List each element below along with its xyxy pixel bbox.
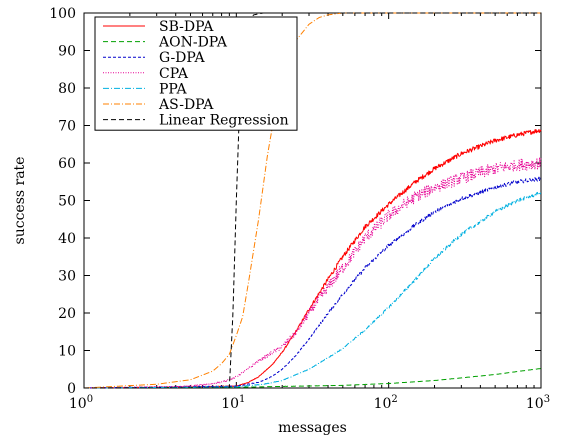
legend-label: PPA bbox=[159, 81, 188, 97]
legend-label: Linear Regression bbox=[159, 113, 289, 129]
x-tick-base: 10 bbox=[221, 396, 239, 412]
series-line-ppa bbox=[84, 191, 542, 389]
x-tick-label: 102 bbox=[374, 394, 398, 412]
y-tick-label: 80 bbox=[58, 81, 76, 97]
series-line-cpa bbox=[83, 156, 542, 389]
y-tick-label: 90 bbox=[58, 44, 76, 60]
y-tick-label: 10 bbox=[58, 344, 76, 360]
legend-label: CPA bbox=[159, 66, 189, 82]
legend-label: SB-DPA bbox=[159, 19, 214, 35]
legend-label: AON-DPA bbox=[158, 35, 228, 51]
y-tick-label: 60 bbox=[58, 156, 76, 172]
x-tick-base: 10 bbox=[526, 396, 544, 412]
legend-label: G-DPA bbox=[159, 50, 206, 66]
x-tick-label: 101 bbox=[221, 394, 245, 412]
y-tick-label: 50 bbox=[58, 194, 76, 210]
series-line-sb-dpa bbox=[83, 128, 542, 389]
x-tick-exponent: 3 bbox=[544, 394, 550, 405]
y-axis-label: success rate bbox=[12, 157, 28, 245]
y-tick-label: 70 bbox=[58, 119, 76, 135]
x-axis-label: messages bbox=[278, 420, 347, 436]
legend-label: AS-DPA bbox=[158, 97, 214, 113]
series-line-linear-regression bbox=[84, 12, 541, 389]
x-tick-exponent: 0 bbox=[87, 394, 93, 405]
series-line-aon-dpa bbox=[84, 367, 542, 389]
y-tick-label: 20 bbox=[58, 306, 76, 322]
legend-frame bbox=[94, 16, 298, 131]
y-tick-label: 30 bbox=[58, 269, 76, 285]
x-tick-label: 100 bbox=[69, 394, 93, 412]
x-tick-base: 10 bbox=[374, 396, 392, 412]
x-tick-exponent: 2 bbox=[391, 394, 397, 405]
y-tick-label: 40 bbox=[58, 231, 76, 247]
series-lines bbox=[83, 12, 542, 389]
x-tick-label: 103 bbox=[526, 394, 550, 412]
x-axis: 100 101 102 103 bbox=[69, 13, 550, 412]
x-tick-base: 10 bbox=[69, 396, 87, 412]
y-tick-label: 0 bbox=[67, 381, 76, 397]
series-line-g-dpa bbox=[83, 176, 542, 389]
y-axis: 0 10 20 30 40 50 60 70 80 90 100 bbox=[49, 6, 541, 397]
y-tick-label: 100 bbox=[49, 6, 76, 22]
x-tick-exponent: 1 bbox=[239, 394, 245, 405]
